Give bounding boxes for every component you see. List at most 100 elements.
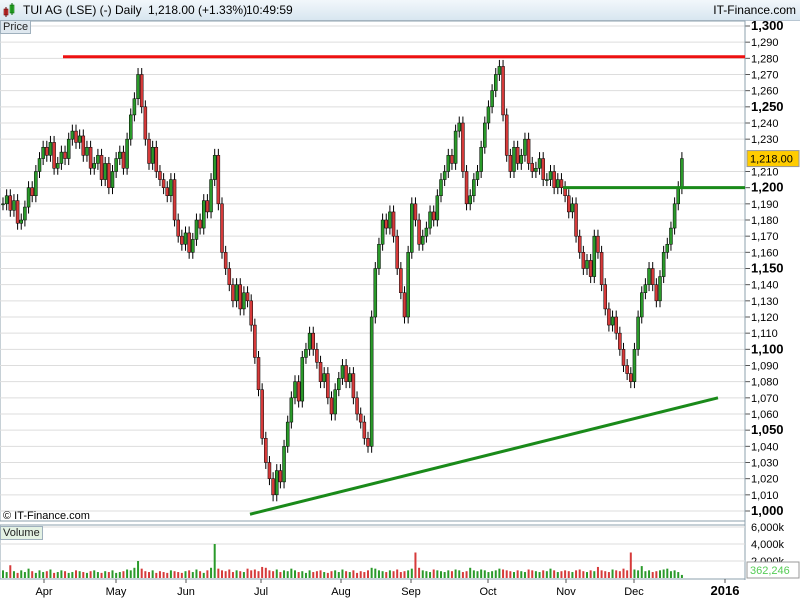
candle-body [654,284,659,302]
volume-bar [64,571,67,578]
volume-bar [323,572,326,578]
volume-bar [527,569,530,578]
volume-bar [487,572,490,578]
candle-body [322,373,326,382]
candle-body [388,211,392,229]
volume-bar [502,569,505,578]
candle-body [395,235,399,269]
volume-bar [195,569,198,578]
candle-body [559,179,564,188]
volume-bar [210,567,213,578]
candle-body [512,147,516,172]
candle-body [585,260,589,269]
volume-bar [111,570,114,578]
candle-body [81,135,86,156]
volume-bar [531,570,534,578]
candle-body [658,276,662,302]
volume-bar [680,574,683,578]
candle-body [121,151,126,169]
x-tick-label: Jul [254,586,268,598]
volume-bar [553,570,556,578]
candle-body [669,227,673,245]
candle-body [406,252,410,318]
candle-body [125,138,129,169]
candle-body [183,232,188,245]
volume-bar [228,569,231,578]
candle-body [632,349,637,382]
y-tick-label: 1,210 [751,167,779,179]
volume-bar [221,570,223,578]
volume-bar [472,570,475,578]
y-tick-label: 1,080 [751,377,779,389]
candle-body [468,195,472,205]
volume-bar [669,571,672,578]
candle-body [209,179,213,213]
volume-bar [304,572,307,578]
volume-bar [56,572,59,578]
volume-bar [301,571,304,578]
volume-bar [476,571,479,578]
candle-body [603,284,607,310]
candle-body [147,138,151,164]
volume-bar [177,572,180,578]
volume-bar [399,572,402,578]
candle-body [275,470,279,496]
volume-bar [388,570,391,578]
volume-bar [648,570,651,578]
candle-body [351,373,356,399]
y-tick-label: 1,170 [751,231,779,243]
volume-bar [12,571,15,578]
volume-bar [16,572,19,578]
y-tick-label: 1,130 [751,296,779,308]
candle-body [614,316,618,334]
candle-body [599,252,604,285]
candle-body [344,365,348,382]
candle-body [231,284,235,302]
candle-body [264,438,268,463]
y-tick-label: 1,300 [751,18,784,33]
volume-bar [637,570,640,578]
candle-body [373,268,378,318]
candle-body [34,171,38,196]
volume-bar [275,569,278,578]
volume-bar [611,569,614,578]
volume-bar [586,572,588,578]
volume-bar [34,572,37,578]
candle-body [665,244,670,253]
candle-body [494,74,498,91]
volume-bar [440,571,442,578]
volume-bar [129,570,132,578]
candle-body [581,252,586,269]
y-tick-label: 1,110 [751,328,778,340]
volume-bar [534,571,537,578]
candle-body [154,147,159,172]
volume-bar [407,570,410,578]
volume-panel-label: Volume [0,526,43,540]
volume-bar [38,570,41,578]
y-tick-label: 1,120 [751,312,779,324]
volume-bar [516,570,519,578]
y-tick-label: 1,280 [751,53,779,65]
candle-body [369,316,374,447]
candle-body [439,179,443,196]
candle-body [446,155,451,172]
volume-bar [206,570,209,578]
volume-bar [180,572,183,578]
y-tick-label: 1,160 [751,247,779,259]
volume-bar [49,569,52,578]
interval: Daily [115,3,142,17]
volume-bar [385,572,388,578]
x-tick-label: Sep [401,586,421,598]
candle-body [129,114,133,140]
volume-bar [151,570,154,578]
candle-body [74,130,78,143]
candle-body [8,195,13,211]
candle-body [384,219,388,229]
candle-body [640,292,644,318]
candle-body [45,147,49,156]
candle-body [519,155,524,164]
candle-body [442,171,447,180]
candle-body [293,381,297,399]
candle-body [413,203,418,221]
candle-body [490,90,494,108]
